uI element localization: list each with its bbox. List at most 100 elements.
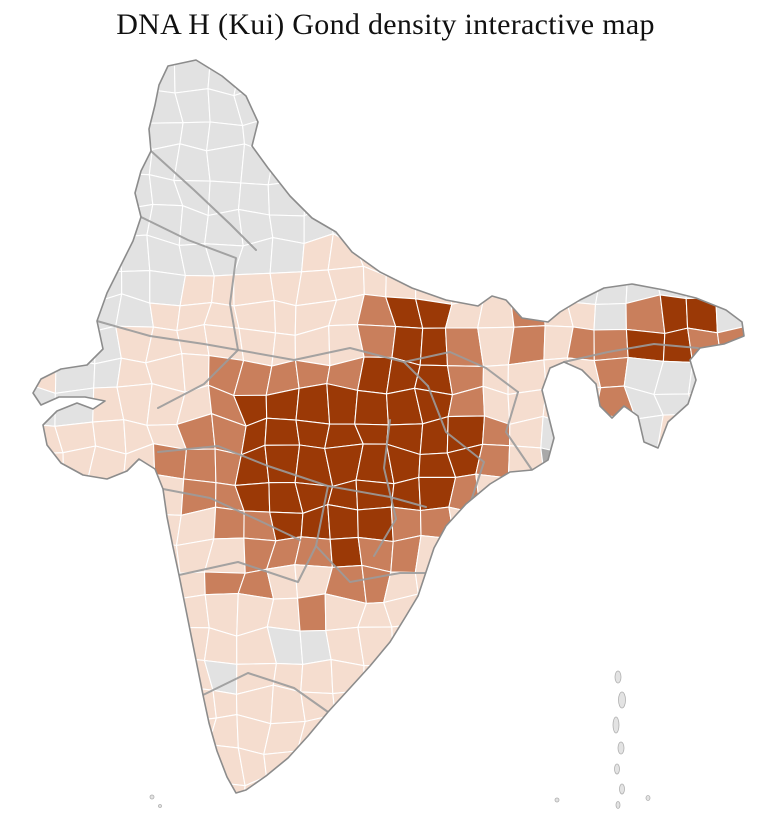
- district-cell[interactable]: [539, 269, 577, 303]
- district-cell[interactable]: [240, 143, 275, 186]
- district-cell[interactable]: [173, 57, 212, 94]
- state-border: [403, 351, 519, 393]
- district-cell[interactable]: [571, 384, 602, 427]
- district-cell[interactable]: [475, 473, 509, 515]
- district-cell[interactable]: [206, 143, 246, 184]
- district-cell[interactable]: [146, 626, 183, 664]
- district-cell[interactable]: [385, 268, 417, 300]
- district-cell[interactable]: [356, 324, 397, 359]
- district-cell[interactable]: [146, 597, 183, 637]
- district-cell[interactable]: [509, 296, 546, 328]
- district-cell[interactable]: [145, 569, 181, 600]
- district-cell[interactable]: [113, 85, 152, 124]
- district-cell[interactable]: [354, 389, 389, 426]
- district-cell[interactable]: [264, 444, 301, 484]
- district-cell[interactable]: [267, 179, 307, 217]
- district-cell[interactable]: [326, 383, 359, 425]
- district-cell[interactable]: [273, 299, 297, 336]
- district-cell[interactable]: [149, 302, 181, 332]
- island: [554, 797, 560, 803]
- state-border: [373, 419, 397, 557]
- island: [614, 670, 622, 684]
- island: [615, 801, 621, 809]
- district-cell[interactable]: [327, 233, 364, 271]
- district-cell[interactable]: [62, 293, 96, 334]
- district-cell[interactable]: [55, 330, 96, 365]
- district-cell[interactable]: [264, 417, 301, 446]
- district-cell[interactable]: [571, 414, 599, 456]
- district-cell[interactable]: [273, 115, 306, 156]
- district-cell[interactable]: [444, 327, 485, 367]
- district-cell[interactable]: [448, 506, 483, 540]
- island: [619, 783, 625, 795]
- district-cell[interactable]: [295, 383, 331, 425]
- district-cell[interactable]: [303, 175, 328, 217]
- district-cell[interactable]: [453, 537, 486, 574]
- island: [617, 741, 625, 755]
- district-cell[interactable]: [116, 115, 153, 151]
- district-cell[interactable]: [204, 780, 246, 813]
- district-cell[interactable]: [332, 689, 366, 726]
- district-cell[interactable]: [685, 269, 719, 300]
- state-border: [315, 485, 426, 583]
- district-cell[interactable]: [269, 511, 304, 542]
- island: [618, 691, 626, 709]
- district-cell[interactable]: [504, 477, 547, 508]
- district-cell[interactable]: [507, 325, 546, 366]
- district-cell[interactable]: [117, 234, 151, 273]
- district-cell[interactable]: [183, 448, 217, 484]
- map-title: DNA H (Kui) Gond density interactive map: [116, 8, 655, 41]
- district-cell[interactable]: [477, 295, 515, 329]
- district-cell[interactable]: [88, 236, 123, 273]
- district-cell[interactable]: [444, 266, 485, 305]
- district-cell[interactable]: [414, 535, 456, 574]
- district-cell[interactable]: [594, 262, 629, 305]
- district-cell[interactable]: [540, 447, 573, 487]
- district-cell[interactable]: [593, 302, 627, 331]
- state-border: [563, 343, 699, 363]
- district-cell[interactable]: [177, 594, 210, 629]
- district-cell[interactable]: [300, 659, 334, 695]
- district-cell[interactable]: [204, 208, 244, 247]
- district-cell[interactable]: [179, 274, 215, 307]
- district-cell[interactable]: [267, 143, 307, 186]
- island: [158, 804, 162, 808]
- state-border: [505, 391, 533, 471]
- district-cell[interactable]: [149, 473, 185, 516]
- district-cell[interactable]: [477, 266, 511, 298]
- district-cell[interactable]: [594, 414, 637, 446]
- district-cell[interactable]: [297, 593, 327, 632]
- district-cell[interactable]: [266, 597, 301, 632]
- state-border: [140, 216, 239, 409]
- district-cell[interactable]: [415, 268, 453, 305]
- land-area: [24, 57, 755, 813]
- district-cell[interactable]: [212, 689, 238, 719]
- district-cell[interactable]: [24, 452, 65, 477]
- district-cell[interactable]: [263, 720, 306, 755]
- district-cell[interactable]: [391, 623, 420, 666]
- district-cell[interactable]: [593, 328, 629, 362]
- district-cell[interactable]: [715, 297, 754, 334]
- district-cell[interactable]: [327, 504, 359, 540]
- district-cell[interactable]: [419, 327, 449, 367]
- district-cell[interactable]: [174, 717, 217, 756]
- district-cell[interactable]: [357, 506, 394, 543]
- district-cell[interactable]: [362, 265, 387, 298]
- district-cell[interactable]: [509, 266, 545, 299]
- district-cell[interactable]: [685, 297, 718, 334]
- district-cell[interactable]: [263, 750, 304, 783]
- district-cell[interactable]: [330, 659, 365, 695]
- state-border: [96, 320, 239, 351]
- district-cell[interactable]: [269, 237, 305, 274]
- district-cell[interactable]: [715, 269, 755, 307]
- state-border: [237, 347, 429, 387]
- state-border: [157, 445, 427, 508]
- district-cell[interactable]: [149, 270, 186, 307]
- district-cell[interactable]: [659, 294, 689, 335]
- district-cell[interactable]: [295, 419, 331, 450]
- district-cell[interactable]: [593, 356, 629, 389]
- district-cell[interactable]: [385, 242, 422, 277]
- district-cell[interactable]: [329, 536, 363, 568]
- district-cell[interactable]: [146, 513, 182, 547]
